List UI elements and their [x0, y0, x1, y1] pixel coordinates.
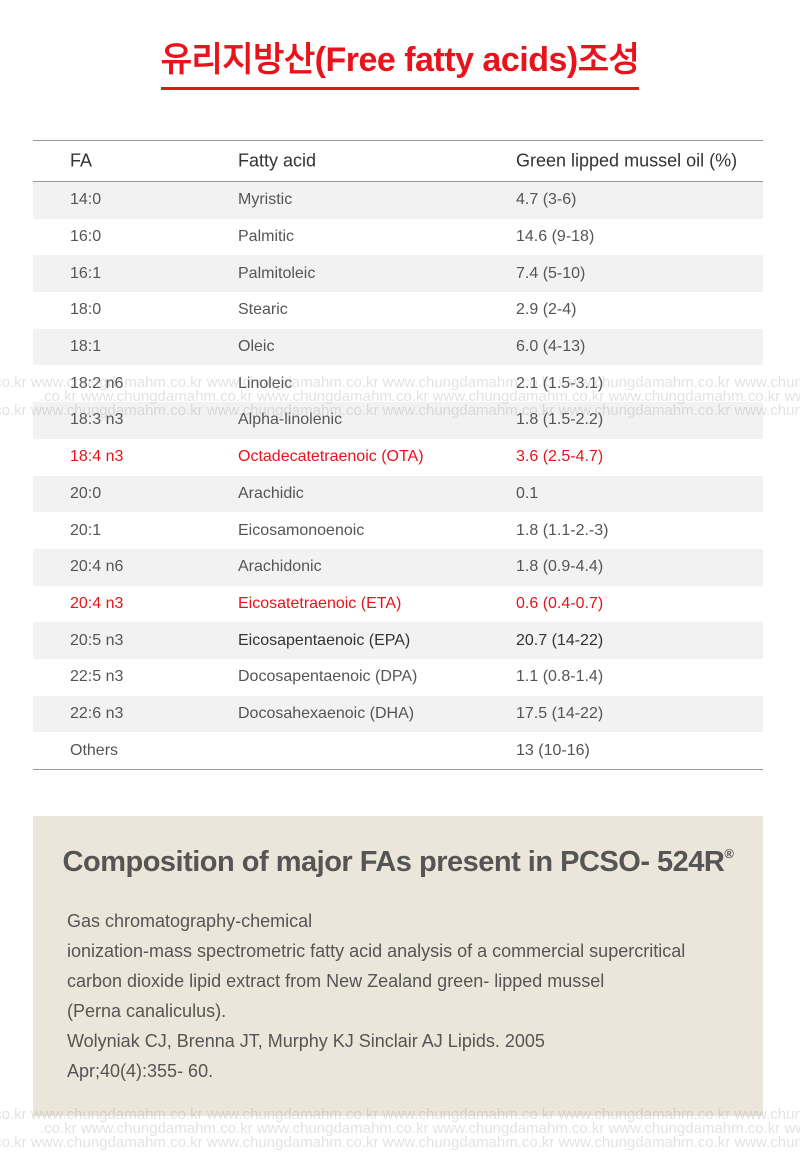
header-oil-percent: Green lipped mussel oil (%): [516, 150, 738, 171]
cell-fatty-acid: Docosahexaenoic (DHA): [238, 704, 415, 722]
table-row: 20:1 Eicosamonoenoic 1.8 (1.1-2.-3): [33, 512, 763, 549]
registered-mark: ®: [724, 846, 734, 861]
cell-fa: 20:0: [70, 484, 102, 502]
cell-oil-percent: 2.1 (1.5-3.1): [516, 374, 604, 392]
cell-oil-percent: 14.6 (9-18): [516, 228, 595, 246]
cell-fa: 16:1: [70, 264, 102, 282]
cell-oil-percent: 17.5 (14-22): [516, 704, 604, 722]
cell-oil-percent: 3.6 (2.5-4.7): [516, 448, 604, 466]
cell-fatty-acid: Eicosatetraenoic (ETA): [238, 594, 402, 612]
cell-oil-percent: 2.9 (2-4): [516, 301, 577, 319]
cell-oil-percent: 1.1 (0.8-1.4): [516, 668, 604, 686]
cell-oil-percent: 0.1: [516, 484, 539, 502]
cell-fa: Others: [70, 741, 119, 759]
info-box-line: Wolyniak CJ, Brenna JT, Murphy KJ Sincla…: [67, 1031, 545, 1051]
fatty-acid-table: FA Fatty acid Green lipped mussel oil (%…: [33, 140, 763, 770]
cell-fatty-acid: Myristic: [238, 191, 293, 209]
cell-oil-percent: 1.8 (0.9-4.4): [516, 558, 604, 576]
table-row: Others 13 (10-16): [33, 732, 763, 769]
cell-fatty-acid: Docosapentaenoic (DPA): [238, 668, 418, 686]
cell-fatty-acid: Stearic: [238, 301, 288, 319]
table-row: 18:0 Stearic 2.9 (2-4): [33, 292, 763, 329]
info-box-line: (Perna canaliculus).: [67, 1001, 227, 1021]
cell-fatty-acid: Eicosamonoenoic: [238, 521, 365, 539]
cell-fa: 22:5 n3: [70, 668, 124, 686]
table-row: 22:6 n3 Docosahexaenoic (DHA) 17.5 (14-22): [33, 695, 763, 733]
cell-fa: 18:0: [70, 301, 102, 319]
cell-oil-percent: 1.8 (1.5-2.2): [516, 411, 604, 429]
info-box-title: Composition of major FAs present in PCSO…: [62, 846, 734, 878]
header-fatty-acid: Fatty acid: [238, 150, 317, 171]
cell-fa: 20:5 n3: [70, 631, 124, 649]
table-row: 14:0 Myristic 4.7 (3-6): [33, 182, 763, 219]
cell-fatty-acid: Eicosapentaenoic (EPA): [238, 631, 411, 649]
table-row: 20:4 n6 Arachidonic 1.8 (0.9-4.4): [33, 548, 763, 586]
table-row: 18:4 n3 Octadecatetraenoic (OTA) 3.6 (2.5-…: [33, 439, 763, 476]
cell-fa: 18:3 n3: [70, 411, 124, 429]
cell-fatty-acid: Oleic: [238, 338, 275, 356]
cell-oil-percent: 6.0 (4-13): [516, 338, 586, 356]
cell-fa: 16:0: [70, 228, 102, 246]
cell-fa: 14:0: [70, 191, 102, 209]
cell-fa: 18:1: [70, 338, 102, 356]
cell-oil-percent: 13 (10-16): [516, 741, 590, 759]
cell-fatty-acid: Octadecatetraenoic (OTA): [238, 448, 424, 466]
cell-fatty-acid: Arachidonic: [238, 558, 322, 576]
table-row: 20:4 n3 Eicosatetraenoic (ETA) 0.6 (0.4-0.…: [33, 586, 763, 623]
info-box-line: Gas chromatography-chemical: [67, 911, 313, 931]
cell-fa: 18:2 n6: [70, 374, 124, 392]
composition-info-box: Composition of major FAs present in PCSO…: [33, 816, 763, 1116]
table-row: 18:2 n6 Linoleic 2.1 (1.5-3.1): [33, 365, 763, 402]
cell-oil-percent: 0.6 (0.4-0.7): [516, 594, 604, 612]
table-row: 16:1 Palmitoleic 7.4 (5-10): [33, 255, 763, 293]
table-row: 16:0 Palmitic 14.6 (9-18): [33, 219, 763, 256]
cell-fa: 20:4 n3: [70, 594, 124, 612]
cell-fatty-acid: Palmitoleic: [238, 264, 316, 282]
cell-oil-percent: 20.7 (14-22): [516, 631, 604, 649]
info-box-line: carbon dioxide lipid extract from New Ze…: [67, 971, 605, 991]
cell-oil-percent: 7.4 (5-10): [516, 264, 586, 282]
watermark-line: .co.kr www.chungdamahm.co.kr www.chungda…: [40, 1120, 800, 1137]
cell-fatty-acid: Arachidic: [238, 484, 304, 502]
table-row: 20:0 Arachidic 0.1: [33, 475, 763, 513]
table-body: 14:0 Myristic 4.7 (3-6) 16:0 Palmitic 14.6 (9…: [33, 182, 763, 769]
cell-fa: 22:6 n3: [70, 704, 124, 722]
info-box-line: ionization-mass spectrometric fatty acid…: [67, 941, 686, 961]
info-box-line: Apr;40(4):355- 60.: [67, 1061, 214, 1081]
table-row: 18:3 n3 Alpha-linolenic 1.8 (1.5-2.2): [33, 402, 763, 439]
table-row: 20:5 n3 Eicosapentaenoic (EPA) 20.7 (14-22…: [33, 622, 763, 659]
header-fa: FA: [70, 150, 93, 171]
page-title-text: 유리지방산(Free fatty acids)조성: [160, 32, 640, 90]
page-title: 유리지방산(Free fatty acids)조성: [0, 32, 800, 90]
cell-oil-percent: 4.7 (3-6): [516, 191, 577, 209]
cell-fa: 18:4 n3: [70, 448, 124, 466]
watermark-line: .co.kr www.chungdamahm.co.kr www.chungda…: [0, 1134, 800, 1151]
table-row: 18:1 Oleic 6.0 (4-13): [33, 328, 763, 366]
table-row: 22:5 n3 Docosapentaenoic (DPA) 1.1 (0.8-1.…: [33, 659, 763, 696]
cell-fatty-acid: Alpha-linolenic: [238, 411, 343, 429]
info-box-text: Gas chromatography-chemical ionization-ma…: [67, 906, 747, 1086]
cell-fa: 20:1: [70, 521, 102, 539]
table-header-row: FA Fatty acid Green lipped mussel oil (%…: [33, 141, 763, 182]
cell-fatty-acid: Palmitic: [238, 228, 295, 246]
cell-fa: 20:4 n6: [70, 558, 124, 576]
cell-oil-percent: 1.8 (1.1-2.-3): [516, 521, 609, 539]
cell-fatty-acid: Linoleic: [238, 374, 293, 392]
